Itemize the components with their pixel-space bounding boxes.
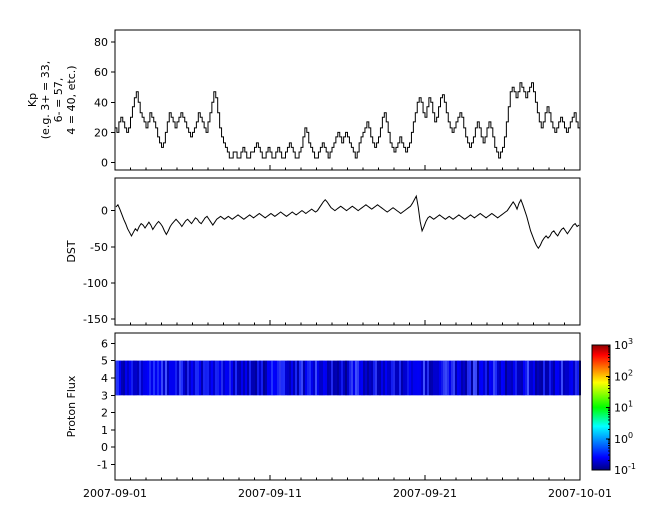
proton-flux-panel-frame bbox=[114, 332, 581, 481]
proton-flux-y-tick-label: 3 bbox=[101, 389, 108, 402]
dst-y-tick-label: -50 bbox=[90, 241, 108, 254]
colorbar: 103 102 101 100 10-1 bbox=[591, 337, 636, 477]
proton-flux-y-tick-label: 6 bbox=[101, 337, 108, 350]
kp-y-axis-label: Kp (e.g. 3+ = 33, 6- = 57, 4 = 40, etc.) bbox=[26, 61, 78, 139]
dst-panel-frame bbox=[114, 177, 581, 326]
proton-flux-y-tick-label: 4 bbox=[101, 372, 108, 385]
svg-text:Kp: Kp bbox=[26, 93, 39, 107]
colorbar-tick-label: 100 bbox=[614, 431, 633, 446]
x-axis-labels: 2007-09-01 2007-09-11 2007-09-21 2007-10-01 bbox=[83, 487, 612, 500]
dst-x-ticks bbox=[114, 320, 581, 325]
x-tick-label: 2007-10-01 bbox=[548, 487, 612, 500]
proton-flux-y-tick-label: 2 bbox=[101, 407, 108, 420]
proton-flux-panel: 6 5 4 3 2 1 0 -1 Proton Flux bbox=[65, 332, 581, 481]
x-tick-label: 2007-09-21 bbox=[393, 487, 457, 500]
proton-flux-band-texture bbox=[115, 360, 581, 396]
proton-flux-y-tick-label: -1 bbox=[97, 458, 108, 471]
kp-y-tick-label: 0 bbox=[101, 156, 108, 169]
dst-y-axis-label: DST bbox=[65, 240, 78, 262]
dst-y-tick-label: 0 bbox=[101, 205, 108, 218]
colorbar-tick-label: 103 bbox=[614, 337, 633, 352]
kp-step-line bbox=[115, 82, 580, 159]
kp-y-tick-label: 40 bbox=[94, 96, 108, 109]
proton-flux-y-axis-label: Proton Flux bbox=[65, 375, 78, 437]
kp-y-tick-label: 60 bbox=[94, 66, 108, 79]
colorbar-tick-label: 101 bbox=[614, 400, 633, 415]
svg-text:6- = 57,: 6- = 57, bbox=[52, 78, 65, 123]
x-tick-label: 2007-09-01 bbox=[83, 487, 147, 500]
proton-flux-y-tick-label: 0 bbox=[101, 441, 108, 454]
dst-y-tick-label: -150 bbox=[83, 313, 108, 326]
kp-y-tick-label: 20 bbox=[94, 126, 108, 139]
proton-flux-x-ticks bbox=[114, 475, 581, 480]
proton-flux-y-ticks: 6 5 4 3 2 1 0 -1 bbox=[97, 337, 115, 471]
kp-panel: 0 20 40 60 80 Kp (e.g. 3+ = 33, 6- = 57, 4 = 40,… bbox=[26, 29, 581, 171]
dst-y-tick-label: -100 bbox=[83, 277, 108, 290]
x-tick-label: 2007-09-11 bbox=[238, 487, 302, 500]
dst-y-ticks: 0 -50 -100 -150 bbox=[83, 205, 115, 326]
svg-text:DST: DST bbox=[65, 240, 78, 262]
svg-text:(e.g. 3+ = 33,: (e.g. 3+ = 33, bbox=[39, 61, 52, 139]
dst-panel: 0 -50 -100 -150 DST bbox=[65, 177, 581, 326]
colorbar-tick-label: 102 bbox=[614, 368, 633, 383]
svg-text:4 = 40, etc.): 4 = 40, etc.) bbox=[65, 65, 78, 134]
kp-y-ticks: 0 20 40 60 80 bbox=[94, 36, 115, 169]
dst-series-line bbox=[115, 194, 580, 250]
proton-flux-y-tick-label: 1 bbox=[101, 424, 108, 437]
kp-y-tick-label: 80 bbox=[94, 36, 108, 49]
colorbar-tick-label: 10-1 bbox=[614, 462, 636, 477]
svg-text:Proton Flux: Proton Flux bbox=[65, 375, 78, 437]
kp-x-ticks bbox=[114, 165, 581, 170]
proton-flux-y-tick-label: 5 bbox=[101, 355, 108, 368]
